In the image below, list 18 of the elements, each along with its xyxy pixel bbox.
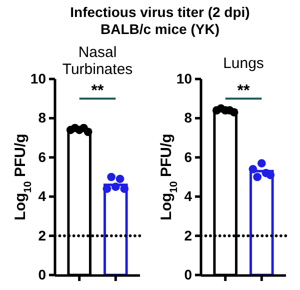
chart-title: Lungs bbox=[223, 55, 264, 72]
y-tick-label: 4 bbox=[184, 188, 192, 204]
y-tick-label: 8 bbox=[38, 110, 46, 126]
y-tick-label: 0 bbox=[184, 266, 192, 282]
text: BALB/c mice (YK) bbox=[100, 21, 220, 37]
chart-title: Nasal Turbinates bbox=[62, 44, 133, 78]
y-tick-label: 10 bbox=[176, 70, 192, 86]
y-tick-label: 6 bbox=[38, 148, 46, 165]
y-tick-label: 2 bbox=[38, 227, 46, 244]
y-tick-label: 10 bbox=[30, 70, 46, 86]
y-tick-label: 6 bbox=[184, 148, 192, 165]
annotation: ** bbox=[91, 82, 104, 100]
y-tick-label: 0 bbox=[38, 266, 46, 282]
text: Infectious virus titer (2 dpi) bbox=[70, 4, 250, 20]
y-tick-label: 2 bbox=[184, 227, 192, 244]
y-tick-label: 4 bbox=[38, 188, 46, 204]
annotation: ** bbox=[237, 82, 250, 100]
y-tick-label: 8 bbox=[184, 110, 192, 126]
